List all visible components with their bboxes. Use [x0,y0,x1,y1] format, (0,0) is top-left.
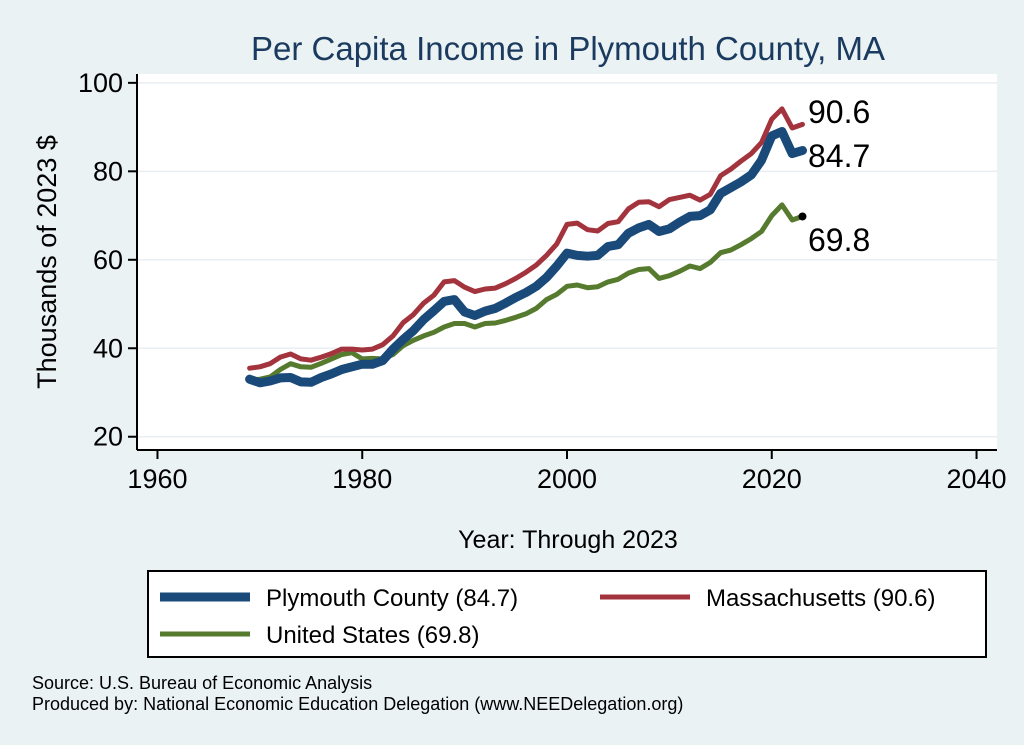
x-tick-label: 1980 [332,464,392,494]
x-tick-label: 2000 [537,464,597,494]
legend-label-0: Plymouth County (84.7) [266,585,518,612]
plot-area [137,74,997,450]
legend-label-1: Massachusetts (90.6) [706,585,935,612]
legend-box [147,570,987,658]
us-end-marker [798,212,807,221]
source-note: Source: U.S. Bureau of Economic Analysis [32,673,372,693]
end-label-0: 90.6 [808,94,870,130]
series-line-2 [247,202,805,383]
x-tick-label: 2020 [742,464,802,494]
y-tick-label: 60 [93,245,123,275]
produced-by-note: Produced by: National Economic Education… [32,694,683,714]
y-tick-label: 20 [93,422,123,452]
series-lines [245,106,807,388]
legend-label-2: United States (69.8) [266,622,479,649]
end-label-1: 84.7 [808,138,870,174]
end-value-labels: 90.6 84.7 69.8 [808,94,870,258]
y-tick-label: 40 [93,333,123,363]
y-axis-label: Thousands of 2023 $ [32,135,62,389]
legend: Plymouth County (84.7) Massachusetts (90.… [160,585,935,649]
chart-title: Per Capita Income in Plymouth County, MA [251,30,885,67]
x-tick-label: 2040 [946,464,1006,494]
y-axis-ticks: 20 40 60 80 100 [78,68,137,452]
series-line-0 [245,127,807,388]
x-axis-ticks: 1960 1980 2000 2020 2040 [127,450,1007,494]
x-tick-label: 1960 [127,464,187,494]
end-label-2: 69.8 [808,222,870,258]
y-tick-label: 80 [93,156,123,186]
y-tick-label: 100 [78,68,123,98]
series-line-1 [247,106,805,371]
x-axis-label: Year: Through 2023 [458,526,678,554]
